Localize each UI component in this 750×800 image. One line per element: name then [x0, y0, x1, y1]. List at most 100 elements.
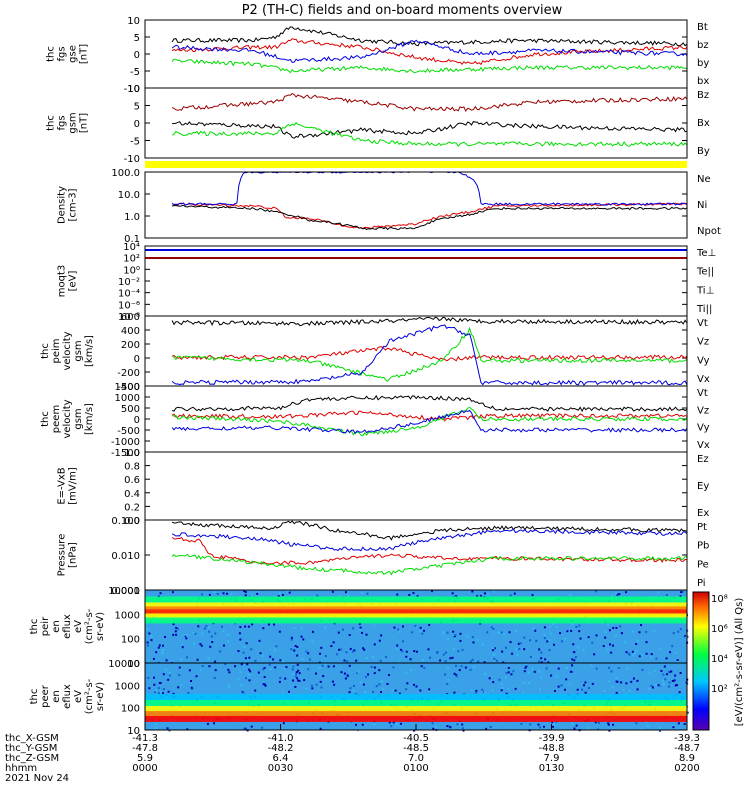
panel-peem: thc peem velocity gsm [km/s] 150010005000-500… — [40, 382, 710, 459]
spectrogram-pixel — [402, 640, 405, 643]
ylabel-peir: eV — [73, 620, 84, 633]
spectrogram-pixel — [373, 723, 376, 726]
spectrogram-pixel — [540, 651, 543, 654]
spectrogram-pixel — [162, 673, 165, 676]
panel-frame — [144, 87, 688, 159]
ytick-moqt3: 10² — [123, 254, 140, 265]
spectrogram-pixel — [514, 686, 517, 689]
spectrogram-pixel — [638, 631, 641, 634]
spectrogram-pixel — [279, 592, 282, 595]
spectrogram-pixel — [227, 640, 230, 643]
spectrogram-pixel — [165, 659, 168, 662]
spectrogram-pixel — [610, 670, 613, 673]
legend-moqt3: Te|| — [696, 267, 714, 278]
spectrogram-pixel — [227, 633, 230, 636]
spectrogram-pixel — [568, 683, 571, 686]
legend-density: Ne — [697, 174, 711, 185]
spectrogram-pixel — [171, 591, 174, 594]
spectrogram-pixel — [431, 590, 434, 593]
spectrogram-pixel — [464, 666, 467, 669]
spectrogram-pixel — [331, 680, 334, 683]
spectrogram-pixel — [471, 590, 474, 593]
spectrogram-pixel — [423, 629, 426, 632]
series-line-density-Ne — [171, 202, 688, 229]
spectrogram-pixel — [582, 648, 585, 651]
ylabel-peem: gsm — [73, 408, 84, 429]
spectrogram-pixel — [594, 721, 597, 724]
spectrogram-pixel — [250, 594, 253, 597]
spectrogram-pixel — [195, 675, 198, 678]
legend-peim: Vx — [697, 374, 710, 385]
ytick-peem: 500 — [121, 404, 140, 415]
ylabel-peer: (cm²-s- — [84, 678, 95, 714]
ytick-fgs_gsm: 0 — [134, 119, 140, 130]
spectrogram-pixel — [604, 631, 607, 634]
legend-fgs_gsm: Bx — [697, 118, 710, 129]
spectrogram-pixel — [631, 650, 634, 653]
spectrogram-band — [145, 699, 687, 706]
spectrogram-pixel — [345, 651, 348, 654]
spectrogram-pixel — [477, 660, 480, 663]
spectrogram-pixel — [636, 639, 639, 642]
spectrogram-pixel — [300, 635, 303, 638]
spectrogram-pixel — [267, 623, 270, 626]
spectrogram-pixel — [226, 592, 229, 595]
spectrogram-pixel — [571, 664, 574, 667]
series-line-pressure-Pi — [171, 528, 688, 552]
spectrogram-pixel — [375, 685, 378, 688]
series-line-fgs_gsm-By — [171, 121, 688, 147]
spectrogram-pixel — [491, 689, 494, 692]
series-line-pressure-Pb — [171, 536, 688, 566]
spectrogram-pixel — [635, 650, 638, 653]
spectrogram-pixel — [164, 668, 167, 671]
spectrogram-pixel — [336, 653, 339, 656]
spectrogram-pixel — [262, 668, 265, 671]
spectrogram-pixel — [261, 726, 264, 729]
spectrogram-pixel — [420, 665, 423, 668]
spectrogram-pixel — [294, 685, 297, 688]
ytick-peem: 1500 — [115, 382, 140, 393]
spectrogram-pixel — [429, 656, 432, 659]
spectrogram-pixel — [492, 681, 495, 684]
spectrogram-pixel — [469, 668, 472, 671]
ytick-moqt3: 10⁴ — [123, 242, 140, 253]
spectrogram-pixel — [321, 664, 324, 667]
spectrogram-pixel — [248, 668, 251, 671]
spectrogram-pixel — [436, 651, 439, 654]
spectrogram-pixel — [671, 645, 674, 648]
xaxis-value: 7.0 — [408, 753, 424, 764]
spectrogram-pixel — [675, 684, 678, 687]
spectrogram-pixel — [222, 630, 225, 633]
spectrogram-pixel — [512, 670, 515, 673]
spectrogram-pixel — [543, 637, 546, 640]
spectrogram-pixel — [249, 670, 252, 673]
spectrogram-pixel — [199, 669, 202, 672]
spectrogram-pixel — [483, 592, 486, 595]
spectrogram-pixel — [154, 727, 157, 730]
ytick-moqt3: 10⁻² — [118, 277, 140, 288]
spectrogram-pixel — [681, 590, 684, 593]
spectrogram-pixel — [230, 593, 233, 596]
spectrogram-pixel — [446, 631, 449, 634]
spectrogram-pixel — [364, 675, 367, 678]
spectrogram-pixel — [650, 656, 653, 659]
ylabel-fgs_gse: fgs — [57, 46, 68, 61]
spectrogram-pixel — [518, 647, 521, 650]
spectrogram-pixel — [628, 653, 631, 656]
spectrogram-pixel — [279, 676, 282, 679]
spectrogram-pixel — [147, 676, 150, 679]
spectrogram-pixel — [447, 638, 450, 641]
spectrogram-pixel — [528, 671, 531, 674]
spectrogram-pixel — [533, 670, 536, 673]
spectrogram-pixel — [573, 651, 576, 654]
spectrogram-pixel — [630, 680, 633, 683]
spectrogram-pixel — [243, 645, 246, 648]
ylabel-peir: sr-eV) — [95, 612, 106, 641]
spectrogram-pixel — [178, 666, 181, 669]
spectrogram-pixel — [631, 630, 634, 633]
spectrogram-pixel — [453, 691, 456, 694]
ytick-peem: -1500 — [111, 448, 140, 459]
spectrogram-pixel — [175, 626, 178, 629]
spectrogram-pixel — [256, 591, 259, 594]
ytick-fgs_gse: 5 — [134, 33, 140, 44]
